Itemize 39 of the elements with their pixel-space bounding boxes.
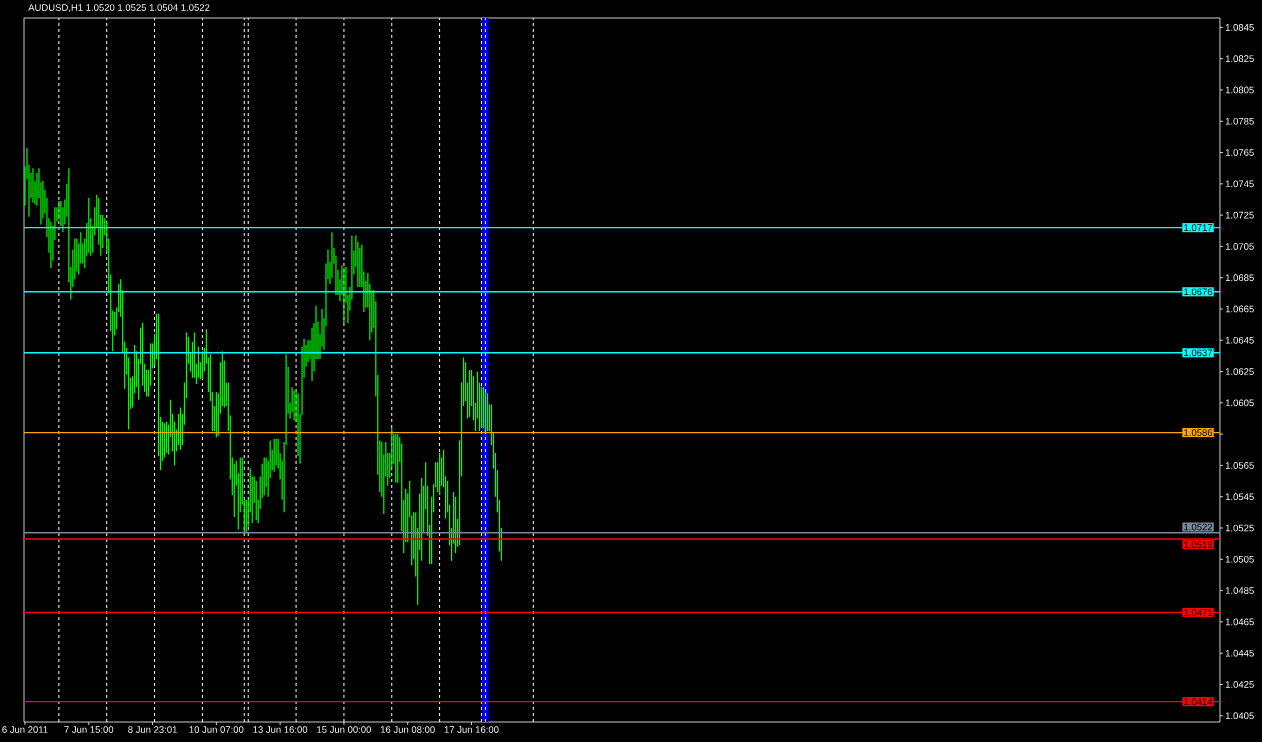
y-tick-label: 1.0405 (1225, 712, 1254, 720)
y-tick-label: 1.0645 (1225, 336, 1254, 344)
ref-line-label: 1.0717 (1184, 224, 1213, 231)
y-tick-label: 1.0825 (1225, 55, 1254, 63)
ref-line-label: 1.0586 (1184, 429, 1213, 436)
y-tick-label: 1.0745 (1225, 180, 1254, 188)
y-tick-label: 1.0725 (1225, 211, 1254, 219)
ref-line-label: 1.0518 (1184, 541, 1213, 548)
y-tick-label: 1.0605 (1225, 399, 1254, 407)
ref-line-label: 1.0471 (1184, 609, 1213, 616)
y-tick-label: 1.0525 (1225, 524, 1254, 532)
y-tick-label: 1.0705 (1225, 243, 1254, 250)
y-tick-label: 1.0845 (1225, 24, 1254, 31)
x-tick-label: 7 Jun 15:00 (64, 726, 114, 733)
x-tick-label: 17 Jun 16:00 (444, 726, 499, 733)
y-tick-label: 1.0445 (1225, 649, 1254, 657)
chart-title: AUDUSD,H1 1.0520 1.0525 1.0504 1.0522 (28, 4, 210, 13)
y-tick-label: 1.0685 (1225, 274, 1254, 282)
x-tick-label: 13 Jun 16:00 (253, 726, 308, 733)
y-tick-label: 1.0785 (1225, 117, 1254, 125)
y-tick-label: 1.0465 (1225, 618, 1254, 626)
ref-line-label: 1.0637 (1184, 349, 1213, 357)
x-tick-label: 15 Jun 00:00 (317, 726, 371, 733)
ref-line-label: 1.0414 (1184, 698, 1213, 706)
x-tick-label: 8 Jun 23:01 (128, 726, 177, 733)
y-tick-label: 1.0545 (1225, 493, 1254, 501)
x-tick-label: 6 Jun 2011 (2, 726, 48, 733)
y-tick-label: 1.0565 (1225, 462, 1254, 469)
y-tick-label: 1.0425 (1225, 681, 1254, 688)
x-tick-label: 10 Jun 07:00 (189, 726, 244, 733)
y-tick-label: 1.0505 (1225, 555, 1254, 563)
ref-line-label: 1.0676 (1184, 288, 1213, 296)
y-tick-label: 1.0625 (1225, 368, 1254, 375)
y-tick-label: 1.0765 (1225, 149, 1254, 156)
y-tick-label: 1.0805 (1225, 86, 1254, 94)
ref-line-label: 1.0522 (1184, 523, 1213, 531)
x-tick-label: 16 Jun 08:00 (380, 726, 435, 733)
y-tick-label: 1.0665 (1225, 305, 1254, 313)
y-tick-label: 1.0485 (1225, 587, 1254, 594)
